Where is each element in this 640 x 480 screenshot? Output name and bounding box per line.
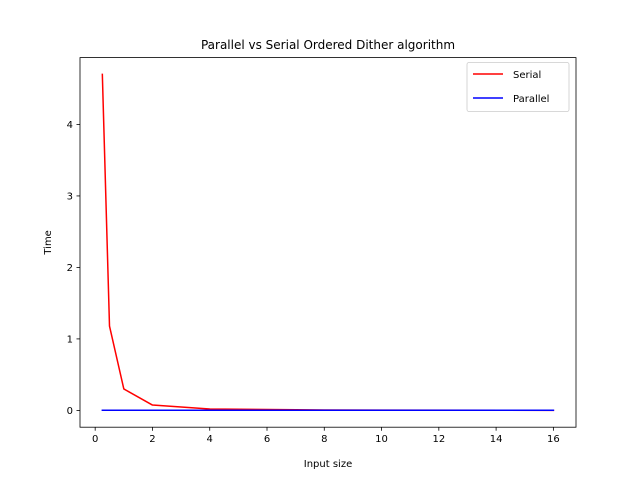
y-tick-label: 4 [67, 120, 73, 131]
y-tick-label: 3 [67, 192, 73, 203]
x-axis: 0 2 4 6 8 10 12 14 16 [92, 427, 560, 445]
y-axis-label: Time [43, 230, 54, 255]
plot-lines [101, 73, 555, 412]
legend: Serial Parallel [466, 62, 570, 112]
legend-label-serial: Serial [513, 70, 541, 81]
x-tick-label: 0 [92, 434, 98, 445]
y-tick-label: 0 [67, 406, 73, 417]
y-axis: 0 1 2 3 4 [67, 120, 80, 417]
x-tick-label: 12 [432, 434, 445, 445]
x-tick-label: 4 [207, 434, 213, 445]
x-tick-label: 10 [375, 434, 388, 445]
x-tick-label: 6 [264, 434, 270, 445]
plot-frame [79, 57, 577, 428]
legend-label-parallel: Parallel [513, 94, 549, 105]
x-tick-label: 8 [321, 434, 327, 445]
chart-title: Parallel vs Serial Ordered Dither algori… [201, 38, 455, 52]
y-tick-label: 2 [67, 263, 73, 274]
y-tick-label: 1 [67, 335, 73, 346]
x-tick-label: 14 [490, 434, 503, 445]
x-axis-label: Input size [304, 459, 352, 470]
x-tick-label: 16 [547, 434, 560, 445]
x-tick-label: 2 [149, 434, 155, 445]
